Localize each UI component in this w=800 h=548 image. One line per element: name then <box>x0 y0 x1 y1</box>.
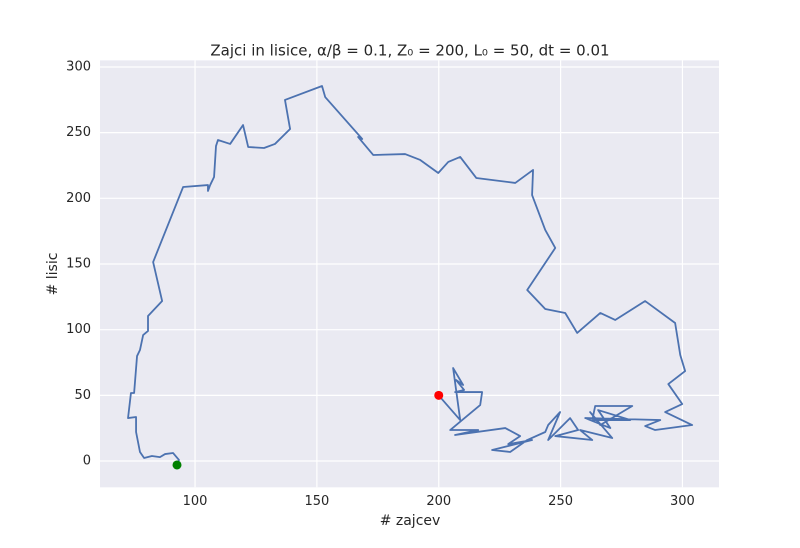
y-tick-label: 100 <box>66 322 91 337</box>
marks <box>127 85 694 470</box>
y-tick-label: 250 <box>66 125 91 140</box>
y-axis-label: # lisic <box>45 253 61 296</box>
point <box>434 390 444 400</box>
trajectory-line <box>127 85 694 466</box>
x-tick-label: 150 <box>304 494 329 509</box>
y-tick-label: 0 <box>83 454 91 469</box>
x-tick-label: 100 <box>183 494 208 509</box>
y-tick-label: 300 <box>66 59 91 74</box>
x-tick-label: 250 <box>548 494 573 509</box>
point <box>172 460 182 470</box>
x-tick-label: 300 <box>670 494 695 509</box>
y-tick-label: 150 <box>66 256 91 271</box>
y-tick-label: 50 <box>74 388 91 403</box>
grid <box>100 60 719 488</box>
x-axis-label: # zajcev <box>380 513 441 529</box>
plot-area <box>100 60 719 488</box>
x-tick-label: 200 <box>426 494 451 509</box>
y-tick-label: 200 <box>66 191 91 206</box>
chart-title: Zajci in lisice, α/β = 0.1, Z₀ = 200, L₀… <box>210 42 609 60</box>
